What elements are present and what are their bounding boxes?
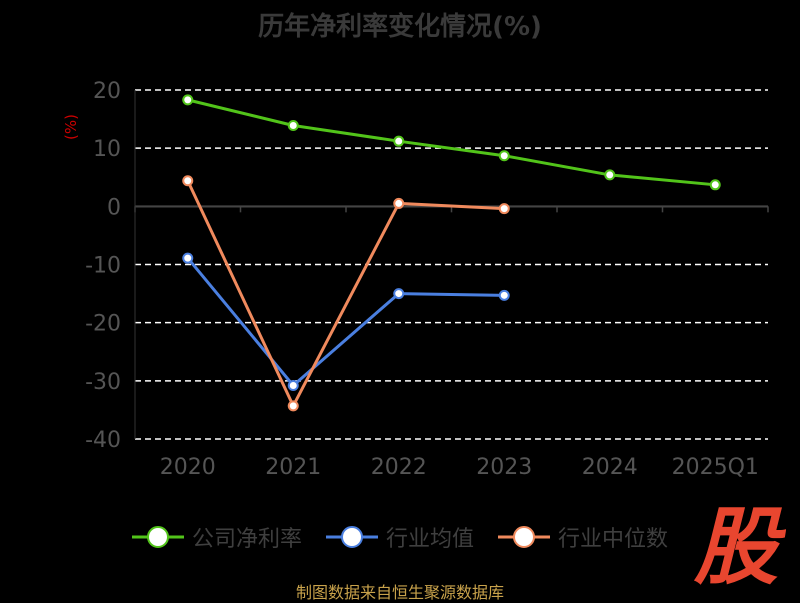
- grid-lines: [135, 89, 768, 440]
- legend-label-company: 公司净利率: [191, 527, 302, 552]
- x-tick-label: 2025Q1: [672, 455, 759, 480]
- data-point: [393, 197, 405, 209]
- legend-swatch-industry-median: [498, 526, 550, 548]
- data-point: [287, 400, 299, 412]
- data-point: [182, 252, 194, 264]
- y-tick-label: 0: [107, 195, 121, 220]
- data-point: [498, 289, 510, 301]
- series-line-0: [187, 98, 716, 187]
- series-lines: [182, 94, 721, 412]
- x-tick-label: 2024: [582, 455, 638, 480]
- legend-swatch-industry-average: [325, 526, 378, 548]
- series-line-1: [186, 257, 505, 387]
- x-tick-label: 2022: [371, 455, 427, 480]
- legend-item-industry-average[interactable]: 行业均值: [325, 521, 474, 553]
- data-point: [287, 379, 299, 391]
- data-point: [498, 203, 510, 215]
- y-tick-label: -20: [85, 312, 121, 337]
- data-point: [287, 119, 299, 131]
- data-point: [393, 135, 405, 147]
- legend-item-company[interactable]: 公司净利率: [131, 521, 302, 553]
- legend-swatch-company: [131, 526, 184, 548]
- legend: 公司净利率 行业均值 行业中位数: [0, 520, 800, 554]
- y-tick-label: 20: [93, 79, 121, 104]
- legend-label-industry-median: 行业中位数: [558, 527, 669, 552]
- data-point: [393, 288, 405, 300]
- y-tick-label: -10: [85, 254, 121, 279]
- y-tick-label: 10: [93, 137, 121, 162]
- data-point: [604, 169, 616, 181]
- y-axis-label: (%): [62, 114, 80, 140]
- y-tick-label: -30: [85, 370, 121, 395]
- data-point: [498, 150, 510, 162]
- legend-item-industry-median[interactable]: 行业中位数: [498, 521, 668, 553]
- x-tick-label: 2021: [265, 455, 321, 480]
- y-tick-label: -40: [85, 428, 121, 453]
- legend-label-industry-average: 行业均值: [385, 527, 474, 552]
- series-line-2: [186, 180, 505, 408]
- x-tick-label: 2020: [160, 455, 216, 480]
- data-point: [182, 175, 194, 187]
- chart-title: 历年净利率变化情况(%): [258, 12, 542, 42]
- axes: 20 10 0 -10 -20 -30 -40 2020 2021 2022 2023 2024 202…: [85, 79, 769, 480]
- data-point: [182, 94, 194, 106]
- x-tick-label: 2023: [476, 455, 532, 480]
- logo: 股: [693, 500, 786, 590]
- svg-text:股: 股: [693, 500, 786, 590]
- data-point: [709, 179, 721, 191]
- source-note: 制图数据来自恒生聚源数据库: [295, 583, 504, 602]
